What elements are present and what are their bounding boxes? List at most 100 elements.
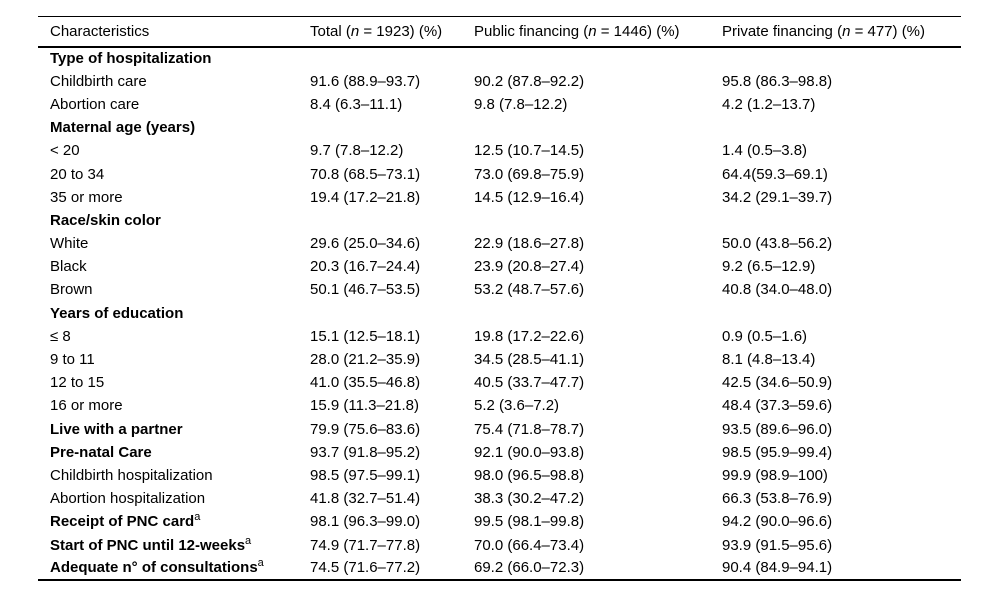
n-variable: n <box>842 22 851 40</box>
table-row: 9 to 11 28.0 (21.2–35.9) 34.5 (28.5–41.1) 8… <box>38 348 961 371</box>
n-variable: n <box>588 22 597 40</box>
section-header-row: Race/skin color <box>38 209 961 232</box>
table-row: White 29.6 (25.0–34.6) 22.9 (18.6–27.8) 50.… <box>38 232 961 255</box>
public-financing-value: 40.5 (33.7–47.7) <box>474 374 585 392</box>
public-financing-value: 23.9 (20.8–27.4) <box>474 258 585 276</box>
total-value: 74.5 (71.6–77.2) <box>310 559 421 577</box>
table-row: Childbirth care 91.6 (88.9–93.7) 90.2 (87.… <box>38 70 961 93</box>
private-financing-value: 34.2 (29.1–39.7) <box>722 188 833 206</box>
footnote-marker: a <box>194 511 201 524</box>
row-label: Receipt of PNC carda <box>50 511 201 531</box>
col-header-public-text: Public financing ( <box>474 22 589 40</box>
public-financing-value <box>474 302 722 325</box>
public-financing-value: 38.3 (30.2–47.2) <box>474 490 585 508</box>
total-value: 20.3 (16.7–24.4) <box>310 258 421 276</box>
public-financing-value: 75.4 (71.8–78.7) <box>474 420 585 438</box>
row-label: ≤ 8 <box>50 327 71 345</box>
public-financing-value: 19.8 (17.2–22.6) <box>474 327 585 345</box>
total-value: 15.9 (11.3–21.8) <box>310 397 419 415</box>
private-financing-value: 8.1 (4.8–13.4) <box>722 351 816 369</box>
total-value <box>310 47 474 70</box>
private-financing-value: 94.2 (90.0–96.6) <box>722 513 833 531</box>
private-financing-value <box>722 302 961 325</box>
public-financing-value: 14.5 (12.9–16.4) <box>474 188 585 206</box>
private-financing-value <box>722 47 961 70</box>
table-row: 12 to 15 41.0 (35.5–46.8) 40.5 (33.7–47.7)… <box>38 371 961 394</box>
col-header-public-text: = 1446) (%) <box>596 22 680 40</box>
private-financing-value: 64.4(59.3–69.1) <box>722 165 828 183</box>
public-financing-value: 22.9 (18.6–27.8) <box>474 235 585 253</box>
total-value: 15.1 (12.5–18.1) <box>310 327 421 345</box>
table-row: Abortion hospitalization 41.8 (32.7–51.4)… <box>38 487 961 510</box>
row-label: Live with a partner <box>50 420 183 438</box>
total-value: 79.9 (75.6–83.6) <box>310 420 421 438</box>
total-value: 29.6 (25.0–34.6) <box>310 235 421 253</box>
row-label: 9 to 11 <box>50 351 95 369</box>
characteristics-table: Characteristics Total ( n = 1923) (%) Pub… <box>38 16 961 581</box>
private-financing-value <box>722 209 961 232</box>
row-label: Childbirth care <box>50 72 147 90</box>
table-row: Brown 50.1 (46.7–53.5) 53.2 (48.7–57.6) 40.… <box>38 278 961 301</box>
row-label: Adequate n° of consultationsa <box>50 557 264 577</box>
row-label: < 20 <box>50 142 80 160</box>
row-label: Abortion hospitalization <box>50 490 206 508</box>
total-value: 98.5 (97.5–99.1) <box>310 466 421 484</box>
total-value <box>310 302 474 325</box>
characteristics-table-figure: Characteristics Total ( n = 1923) (%) Pub… <box>38 16 961 581</box>
private-financing-value: 93.9 (91.5–95.6) <box>722 536 833 554</box>
section-header-row: Maternal age (years) <box>38 116 961 139</box>
private-financing-value: 50.0 (43.8–56.2) <box>722 235 833 253</box>
total-value: 93.7 (91.8–95.2) <box>310 443 421 461</box>
private-financing-value: 1.4 (0.5–3.8) <box>722 142 808 160</box>
public-financing-value: 73.0 (69.8–75.9) <box>474 165 585 183</box>
table-row: Live with a partner 79.9 (75.6–83.6) 75.4 … <box>38 418 961 441</box>
col-header-private-financing: Private financing (n = 477) (%) <box>722 16 961 48</box>
col-header-characteristics: Characteristics <box>38 16 310 48</box>
row-label: Pre-natal Care <box>50 443 152 461</box>
public-financing-value: 69.2 (66.0–72.3) <box>474 559 585 577</box>
private-financing-value: 0.9 (0.5–1.6) <box>722 327 808 345</box>
private-financing-value: 9.2 (6.5–12.9) <box>722 258 816 276</box>
table-row: Receipt of PNC carda 98.1 (96.3–99.0) 99.5… <box>38 510 961 533</box>
private-financing-value: 48.4 (37.3–59.6) <box>722 397 833 415</box>
total-value: 70.8 (68.5–73.1) <box>310 165 421 183</box>
total-value <box>310 116 474 139</box>
private-financing-value: 66.3 (53.8–76.9) <box>722 490 833 508</box>
public-financing-value <box>474 209 722 232</box>
row-label: 20 to 34 <box>50 165 105 183</box>
row-label: Race/skin color <box>50 211 161 229</box>
private-financing-value: 98.5 (95.9–99.4) <box>722 443 833 461</box>
total-value: 19.4 (17.2–21.8) <box>310 188 421 206</box>
table-row: < 20 9.7 (7.8–12.2) 12.5 (10.7–14.5) 1.4 (0… <box>38 139 961 162</box>
footnote-marker: a <box>245 534 252 547</box>
table-row: Adequate n° of consultationsa 74.5 (71.6–… <box>38 557 961 580</box>
table-row: Pre-natal Care 93.7 (91.8–95.2) 92.1 (90.0… <box>38 441 961 464</box>
public-financing-value: 99.5 (98.1–99.8) <box>474 513 585 531</box>
col-header-private-text: = 477) (%) <box>850 22 926 40</box>
table-row: Abortion care 8.4 (6.3–11.1) 9.8 (7.8–12.2… <box>38 93 961 116</box>
col-header-total-text: = 1923) (%) <box>359 22 443 40</box>
table-header-row: Characteristics Total ( n = 1923) (%) Pub… <box>38 16 961 48</box>
row-label: Start of PNC until 12-weeksa <box>50 534 252 554</box>
table-row: 35 or more 19.4 (17.2–21.8) 14.5 (12.9–16.… <box>38 186 961 209</box>
private-financing-value: 93.5 (89.6–96.0) <box>722 420 833 438</box>
total-value: 8.4 (6.3–11.1) <box>310 95 403 113</box>
private-financing-value: 90.4 (84.9–94.1) <box>722 559 833 577</box>
row-label: White <box>50 235 89 253</box>
public-financing-value: 9.8 (7.8–12.2) <box>474 95 568 113</box>
section-header-row: Type of hospitalization <box>38 47 961 70</box>
public-financing-value: 53.2 (48.7–57.6) <box>474 281 585 299</box>
col-header-private-text: Private financing ( <box>722 22 843 40</box>
private-financing-value: 40.8 (34.0–48.0) <box>722 281 833 299</box>
table-row: Childbirth hospitalization 98.5 (97.5–99.… <box>38 464 961 487</box>
row-label: Childbirth hospitalization <box>50 466 213 484</box>
public-financing-value: 5.2 (3.6–7.2) <box>474 397 560 415</box>
table-row: Black 20.3 (16.7–24.4) 23.9 (20.8–27.4) 9.2… <box>38 255 961 278</box>
private-financing-value: 95.8 (86.3–98.8) <box>722 72 833 90</box>
table-row: 20 to 34 70.8 (68.5–73.1) 73.0 (69.8–75.9)… <box>38 162 961 185</box>
col-header-total-text: Total ( <box>310 22 351 40</box>
total-value: 28.0 (21.2–35.9) <box>310 351 421 369</box>
table-header: Characteristics Total ( n = 1923) (%) Pub… <box>38 16 961 48</box>
table-row: Start of PNC until 12-weeksa 74.9 (71.7–7… <box>38 533 961 556</box>
public-financing-value: 90.2 (87.8–92.2) <box>474 72 585 90</box>
